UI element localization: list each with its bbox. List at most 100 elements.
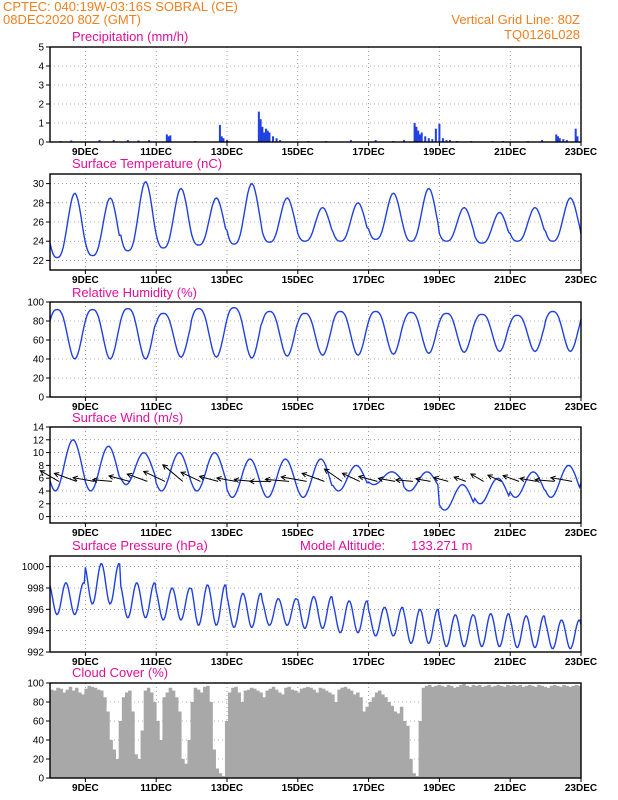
cloud-bar xyxy=(134,754,138,778)
wind-arrow xyxy=(535,479,555,482)
cloud-bar xyxy=(62,692,67,778)
y-tick-label: 4 xyxy=(38,62,44,73)
cloud-bar xyxy=(568,686,573,778)
pressure-line xyxy=(49,562,582,650)
wind-arrow xyxy=(519,477,537,482)
wind-arrow-head xyxy=(301,472,308,478)
precip-bar xyxy=(261,126,264,142)
wind-arrow-head xyxy=(453,475,460,482)
wind-arrow xyxy=(180,471,201,482)
humidity-title: Relative Humidity (%) xyxy=(72,285,197,300)
cloud-bar xyxy=(193,687,198,778)
wind-arrow xyxy=(415,478,431,482)
model-id: TQ0126L028 xyxy=(504,27,580,42)
cloud-bar xyxy=(368,702,373,778)
y-tick-label: 26 xyxy=(33,218,45,229)
y-tick-label: 30 xyxy=(33,179,45,190)
cloud-bar xyxy=(309,687,313,778)
x-tick-label: 17DEC xyxy=(352,147,384,158)
y-tick-label: 996 xyxy=(27,605,44,616)
cloud-bar xyxy=(356,692,360,778)
cloud-bar xyxy=(296,692,301,778)
cloud-bar xyxy=(68,686,73,778)
cloud-bar xyxy=(459,684,463,778)
cloud-bar xyxy=(303,687,307,778)
cloud-bar xyxy=(331,694,335,778)
precip-bar xyxy=(555,134,558,142)
wind-arrow-head xyxy=(394,477,401,484)
cloud-bar xyxy=(471,684,476,778)
wind-arrow-head xyxy=(502,474,509,480)
precip-bar xyxy=(279,140,282,142)
cloud-bar xyxy=(552,684,557,778)
wind-arrow xyxy=(487,474,502,482)
precip-bar xyxy=(275,138,278,142)
precip-bar xyxy=(268,132,271,142)
cloud-bar xyxy=(149,692,154,778)
y-tick-label: 6 xyxy=(38,474,44,485)
cloud-bar xyxy=(59,688,63,778)
wind-arrow-head xyxy=(264,476,271,483)
cloud-bar xyxy=(484,685,488,778)
wind-arrow-head xyxy=(91,477,98,483)
cloud-bar xyxy=(537,684,541,778)
cloud-bar xyxy=(434,685,438,778)
precip-bar xyxy=(70,140,73,142)
x-tick-label: 9DEC xyxy=(72,783,99,794)
cloud-bar xyxy=(406,725,410,778)
cloud-bar xyxy=(281,694,285,778)
temperature-line xyxy=(49,180,582,259)
wind-arrow-head xyxy=(53,472,60,478)
precip-bar xyxy=(420,132,423,142)
panel-frame xyxy=(49,682,582,779)
x-tick-label: 17DEC xyxy=(352,275,384,286)
precip-bar xyxy=(441,138,444,142)
precip-bar xyxy=(220,136,223,142)
y-tick-label: 8 xyxy=(38,461,44,472)
pressure-panel: 992 994 996 998 1000 9DEC 11DEC 13DEC 15DEC 17DEC… xyxy=(22,555,597,668)
cloud-bar xyxy=(118,721,123,778)
precip-bar xyxy=(558,138,561,142)
precip-bar xyxy=(576,136,579,142)
wind-arrow-head xyxy=(198,474,205,481)
y-tick-label: 14 xyxy=(33,423,45,434)
cloud-bar xyxy=(87,685,92,778)
x-tick-label: 21DEC xyxy=(494,783,526,794)
precip-bar xyxy=(266,130,269,142)
precip-bar xyxy=(218,124,221,142)
cloud-bar xyxy=(490,686,494,778)
wind-arrow-head xyxy=(248,478,255,485)
precip-bar xyxy=(349,140,352,142)
cloud-bar xyxy=(299,688,304,778)
x-tick-label: 9DEC xyxy=(72,275,99,286)
wind-arrow xyxy=(358,475,378,482)
x-tick-label: 23DEC xyxy=(565,402,597,413)
x-tick-label: 15DEC xyxy=(282,657,314,668)
x-tick-label: 11DEC xyxy=(140,783,172,794)
cloud-bar xyxy=(324,690,329,778)
cloud-bar xyxy=(96,689,101,778)
wind-arrow xyxy=(395,479,413,482)
cloud-bar xyxy=(524,685,529,778)
y-tick-label: 2 xyxy=(38,100,44,111)
x-tick-label: 13DEC xyxy=(211,783,243,794)
wind-arrow-head xyxy=(107,474,114,480)
y-tick-label: 60 xyxy=(33,336,45,347)
y-tick-label: 0 xyxy=(38,138,44,149)
cloud-bar xyxy=(128,690,132,778)
cloud-bar xyxy=(181,759,185,778)
precip-bar xyxy=(374,140,377,142)
cloud-bar xyxy=(246,689,251,778)
x-tick-label: 11DEC xyxy=(140,528,172,539)
cloud-bar xyxy=(315,692,320,778)
cloud-bar xyxy=(409,759,413,778)
cloud-bar xyxy=(556,685,560,778)
cloud-bar xyxy=(249,687,254,778)
y-tick-label: 0 xyxy=(38,512,44,523)
wind-arrow-head xyxy=(280,474,287,481)
grid-line-note: Vertical Grid Line: 80Z xyxy=(451,12,580,27)
cloud-bar xyxy=(159,740,163,778)
x-tick-label: 11DEC xyxy=(140,402,172,413)
cloud-bar xyxy=(237,692,241,778)
